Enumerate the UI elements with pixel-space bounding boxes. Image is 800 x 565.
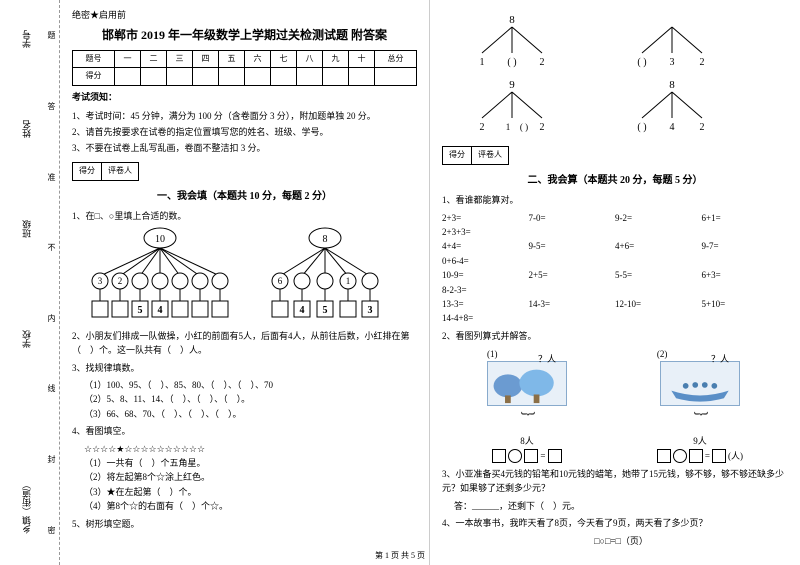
svg-text:3: 3 — [97, 276, 102, 286]
q4b: （2）将左起第8个☆涂上红色。 — [84, 470, 417, 484]
svg-text:( ): ( ) — [637, 57, 646, 68]
binding-margin: 学号 姓名 班级 学校 乡镇（街道） 题答准不内线封密 — [0, 0, 60, 565]
fig1-count: 8人 — [487, 434, 567, 448]
secret-label: 绝密★启用前 — [72, 8, 417, 22]
q4-stars: ☆☆☆☆★☆☆☆☆☆☆☆☆☆☆ — [84, 442, 417, 456]
q3a: （1）100、95、（ ）、85、80、（ ）、（ ）、70 — [84, 378, 417, 392]
tree-people-image: ？人 — [487, 361, 567, 406]
q4a: （1）一共有（ ）个五角星。 — [84, 456, 417, 470]
svg-text:2: 2 — [700, 57, 705, 68]
s2q3-ans: 答：______，还剩下（ ）元。 — [454, 499, 788, 513]
score-entry-box: 得分评卷人 — [72, 162, 139, 181]
svg-text:2: 2 — [117, 276, 122, 286]
s2q4-eq: □○□=□（页） — [454, 534, 788, 548]
mini-trees: 8 1 ( ) 2 ( ) 3 2 9 2 1 ( ) 2 8 ( ) 4 2 — [442, 8, 772, 138]
svg-text:6: 6 — [277, 276, 282, 286]
svg-text:4: 4 — [299, 305, 304, 316]
svg-text:( ): ( ) — [520, 122, 528, 132]
svg-text:( ): ( ) — [507, 57, 516, 68]
score-table: 题号一二三四五六七八九十总分 得分 — [72, 50, 417, 87]
margin-label: 乡镇（街道） — [20, 480, 33, 534]
q4c: （3）★在左起第（ ）个。 — [84, 485, 417, 499]
svg-text:5: 5 — [322, 305, 327, 316]
margin-label: 学号 — [20, 30, 33, 48]
notice-title: 考试须知： — [72, 90, 417, 104]
margin-label: 班级 — [20, 220, 33, 238]
figure-row: (1) ？人 ︸ 8人 = (2) ？人 ︸ 9人 — [442, 347, 788, 463]
q2: 2、小朋友们排成一队做操，小红的前面有5人，后面有4人，从前往后数，小红排在第（… — [72, 329, 417, 358]
calc-grid: 2+3=7-0=9-2=6+1=2+3+3= 4+4=9-5=4+6=9-7=0… — [442, 211, 788, 326]
q3: 3、找规律填数。 — [72, 361, 417, 375]
svg-text:2: 2 — [480, 122, 485, 133]
notice-item: 2、请首先按要求在试卷的指定位置填写您的姓名、班级、学号。 — [72, 125, 417, 139]
svg-text:9: 9 — [509, 79, 515, 91]
svg-text:( ): ( ) — [637, 122, 646, 133]
left-column: 绝密★启用前 邯郸市 2019 年一年级数学上学期过关检测试题 附答案 题号一二… — [60, 0, 430, 565]
q3b: （2）5、8、11、14、（ ）、（ ）、（ ）。 — [84, 392, 417, 406]
svg-text:1: 1 — [345, 276, 350, 286]
score-entry-box-2: 得分评卷人 — [442, 146, 509, 165]
svg-text:8: 8 — [509, 14, 515, 26]
svg-text:8: 8 — [322, 234, 327, 245]
paper-title: 邯郸市 2019 年一年级数学上学期过关检测试题 附答案 — [72, 26, 417, 45]
svg-text:8: 8 — [669, 79, 675, 91]
section-2-title: 二、我会算（本题共 20 分，每题 5 分） — [442, 173, 788, 189]
svg-text:3: 3 — [670, 57, 675, 68]
q3c: （3）66、68、70、（ ）、（ ）、（ ）。 — [84, 407, 417, 421]
s2q2: 2、看图列算式并解答。 — [442, 329, 788, 343]
margin-label: 学校 — [20, 330, 33, 348]
svg-text:4: 4 — [670, 122, 675, 133]
fig2-label: (2) — [657, 347, 743, 361]
svg-text:10: 10 — [155, 234, 165, 245]
svg-text:2: 2 — [700, 122, 705, 133]
svg-text:5: 5 — [137, 305, 142, 316]
svg-text:3: 3 — [367, 305, 372, 316]
q5: 5、树形填空题。 — [72, 517, 417, 531]
page-footer: 第 1 页 共 5 页 — [0, 550, 800, 561]
s2q1: 1、看谁都能算对。 — [442, 193, 788, 207]
q4d: （4）第8个☆的右面有（ ）个☆。 — [84, 499, 417, 513]
number-bond-trees: 10 3 2 5 4 8 6 1 — [80, 226, 410, 326]
notice-item: 1、考试时间：45 分钟，满分为 100 分（含卷面分 3 分），附加题单独 2… — [72, 109, 417, 123]
svg-text:1: 1 — [480, 57, 485, 68]
boat-people-image: ？人 — [660, 361, 740, 406]
svg-text:1: 1 — [506, 122, 511, 132]
q1: 1、在□、○里填上合适的数。 — [72, 209, 417, 223]
q4: 4、看图填空。 — [72, 424, 417, 438]
svg-text:2: 2 — [540, 122, 545, 133]
section-1-title: 一、我会填（本题共 10 分，每题 2 分） — [72, 189, 417, 205]
s2q4: 4、一本故事书，我昨天看了8页，今天看了9页，两天看了多少页？ — [442, 516, 788, 530]
margin-label: 姓名 — [20, 120, 33, 138]
notice-item: 3、不要在试卷上乱写乱画，卷面不整洁扣 3 分。 — [72, 141, 417, 155]
svg-text:2: 2 — [540, 57, 545, 68]
fig2-count: 9人 — [657, 434, 743, 448]
svg-text:4: 4 — [157, 305, 162, 316]
s2q3: 3、小亚准备买4元钱的铅笔和10元钱的蜡笔，她带了15元钱，够不够，够不够还缺多… — [442, 467, 788, 496]
seal-line-text: 题答准不内线封密 — [46, 0, 57, 565]
right-column: 8 1 ( ) 2 ( ) 3 2 9 2 1 ( ) 2 8 ( ) 4 2 — [430, 0, 800, 565]
